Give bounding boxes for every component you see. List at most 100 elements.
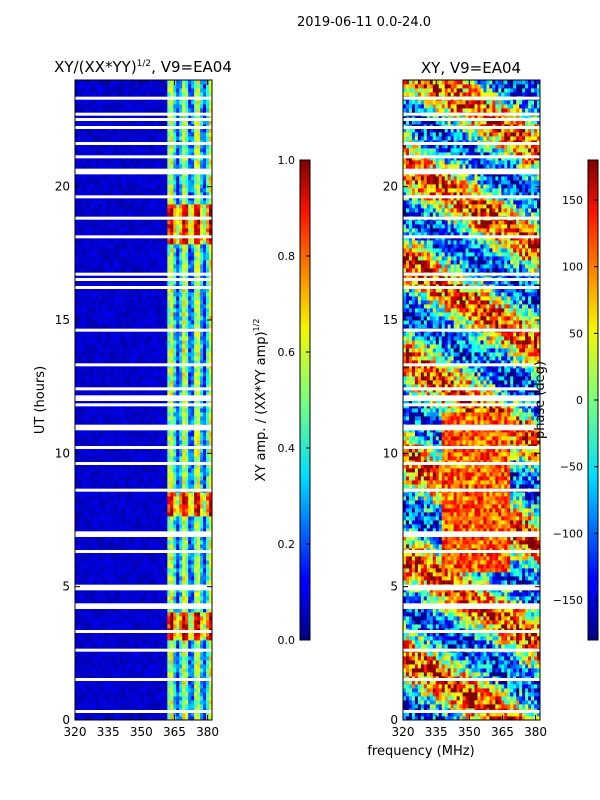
heatmap-cell (107, 496, 112, 501)
heatmap-cell (80, 576, 85, 581)
heatmap-cell (77, 652, 82, 657)
heatmap-cell (152, 640, 156, 645)
heatmap-cell (131, 324, 135, 329)
heatmap-cell (158, 540, 162, 545)
heatmap-cell (131, 524, 135, 529)
heatmap-cell (80, 412, 85, 417)
heatmap-cell (122, 528, 127, 533)
heatmap-cell (122, 576, 127, 581)
heatmap-cell (173, 652, 177, 657)
heatmap-cell (188, 500, 192, 505)
heatmap-cell (89, 664, 94, 669)
heatmap-cell (209, 656, 213, 661)
heatmap-cell (107, 680, 112, 685)
heatmap-cell (86, 344, 91, 349)
heatmap-cell (167, 524, 171, 529)
heatmap-cell (83, 620, 88, 625)
heatmap-cell (200, 716, 204, 721)
heatmap-cell (191, 376, 195, 381)
heatmap-cell (86, 564, 91, 569)
heatmap-cell (173, 360, 177, 365)
heatmap-cell (167, 320, 171, 325)
heatmap-cell (155, 512, 159, 517)
heatmap-cell (182, 320, 186, 325)
heatmap-cell (164, 292, 168, 297)
heatmap-cell (179, 464, 183, 469)
heatmap-cell (185, 492, 189, 497)
heatmap-cell (80, 336, 85, 341)
heatmap-cell (149, 436, 153, 441)
heatmap-cell (113, 440, 118, 445)
heatmap-cell (161, 660, 165, 665)
heatmap-cell (155, 596, 159, 601)
heatmap-cell (158, 316, 162, 321)
heatmap-cell (122, 372, 127, 377)
heatmap-cell (170, 592, 174, 597)
heatmap-cell (92, 520, 97, 525)
heatmap-cell (191, 544, 195, 549)
heatmap-cell (176, 472, 180, 477)
heatmap-cell (113, 512, 118, 517)
heatmap-cell (200, 456, 204, 461)
heatmap-cell (149, 352, 153, 357)
heatmap-cell (188, 644, 192, 649)
heatmap-cell (152, 448, 156, 453)
heatmap-cell (95, 656, 100, 661)
heatmap-cell (125, 368, 130, 373)
heatmap-cell (104, 668, 109, 673)
heatmap-cell (119, 696, 124, 701)
heatmap-cell (98, 412, 103, 417)
heatmap-cell (203, 508, 207, 513)
heatmap-cell (206, 408, 210, 413)
heatmap-cell (149, 340, 153, 345)
heatmap-cell (152, 524, 156, 529)
heatmap-cell (128, 576, 132, 581)
heatmap-cell (134, 716, 138, 721)
heatmap-cell (185, 592, 189, 597)
heatmap-cell (200, 476, 204, 481)
heatmap-cell (161, 544, 165, 549)
heatmap-cell (77, 316, 82, 321)
heatmap-cell (197, 504, 201, 509)
heatmap-cell (158, 312, 162, 317)
heatmap-cell (113, 376, 118, 381)
heatmap-cell (170, 400, 174, 405)
heatmap-cell (164, 660, 168, 665)
heatmap-cell (155, 468, 159, 473)
heatmap-cell (134, 552, 138, 557)
heatmap-cell (110, 392, 115, 397)
heatmap-cell (131, 544, 135, 549)
heatmap-cell (197, 592, 201, 597)
heatmap-cell (116, 696, 121, 701)
heatmap-cell (149, 392, 153, 397)
heatmap-cell (170, 352, 174, 357)
heatmap-cell (89, 352, 94, 357)
heatmap-cell (149, 468, 153, 473)
heatmap-cell (80, 668, 85, 673)
heatmap-cell (167, 340, 171, 345)
heatmap-cell (179, 468, 183, 473)
heatmap-cell (191, 316, 195, 321)
heatmap-cell (89, 400, 94, 405)
heatmap-cell (167, 316, 171, 321)
heatmap-cell (158, 528, 162, 533)
heatmap-cell (137, 680, 141, 685)
heatmap-cell (101, 576, 106, 581)
heatmap-cell (161, 684, 165, 689)
heatmap-cell (143, 652, 147, 657)
heatmap-cell (119, 672, 124, 677)
heatmap-cell (191, 608, 195, 613)
heatmap-cell (167, 716, 171, 721)
heatmap-cell (167, 652, 171, 657)
heatmap-cell (194, 344, 198, 349)
heatmap-cell (104, 344, 109, 349)
heatmap-cell (95, 336, 100, 341)
heatmap-cell (83, 688, 88, 693)
heatmap-cell (173, 700, 177, 705)
heatmap-cell (101, 596, 106, 601)
heatmap-cell (128, 332, 132, 337)
heatmap-cell (209, 492, 213, 497)
heatmap-cell (131, 436, 135, 441)
heatmap-cell (179, 448, 183, 453)
heatmap-cell (83, 564, 88, 569)
